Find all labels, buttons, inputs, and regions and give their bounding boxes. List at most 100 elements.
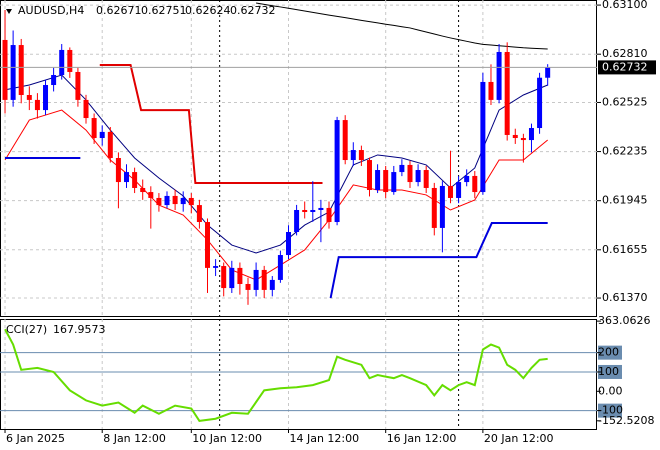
- candle-body: [156, 197, 162, 206]
- candle-body: [464, 175, 470, 183]
- candle-body: [366, 160, 372, 191]
- candle-body: [423, 170, 429, 188]
- candle-body: [83, 99, 89, 119]
- y-tick-label: 0.62525: [602, 95, 648, 108]
- candle-body: [75, 71, 81, 100]
- candle-body: [115, 158, 121, 183]
- candle-body: [537, 77, 543, 129]
- y-tick-label: 363.0626: [598, 314, 651, 327]
- candle-body: [253, 269, 259, 290]
- y-tick-label: 0.61945: [602, 194, 648, 207]
- candle-body: [229, 267, 235, 289]
- candle-body: [439, 185, 445, 228]
- candle-body: [456, 182, 462, 198]
- candle-body: [318, 207, 324, 210]
- candle-body: [140, 187, 146, 193]
- level-label-bg: [598, 364, 622, 379]
- candle-body: [10, 45, 16, 100]
- candle-body: [124, 172, 130, 183]
- indicator-line: [99, 64, 323, 185]
- indicator-value: 167.9573: [53, 323, 106, 336]
- indicator-title: CCI(27): [6, 323, 47, 336]
- price-label-bg: [598, 60, 656, 75]
- candle-body: [205, 222, 211, 268]
- candle-body: [18, 45, 24, 96]
- candle-body: [383, 170, 389, 193]
- indicator-line: [5, 157, 548, 299]
- x-tick-label: 14 Jan 12:00: [289, 432, 359, 445]
- candle-body: [528, 128, 534, 141]
- menu-triangle: [6, 9, 12, 14]
- x-tick-label: 16 Jan 12:00: [387, 432, 457, 445]
- candle-body: [472, 175, 478, 193]
- candle-body: [431, 187, 437, 228]
- candle-body: [520, 138, 526, 141]
- candle-body: [43, 85, 49, 111]
- candle-body: [334, 120, 340, 223]
- candle-body: [132, 172, 138, 188]
- candle-body: [237, 267, 243, 284]
- candle-body: [480, 81, 486, 193]
- symbol-title: AUDUSD,H4: [18, 4, 84, 17]
- candle-body: [358, 150, 364, 161]
- y-tick-label: 0.63100: [602, 0, 648, 11]
- candle-body: [399, 164, 405, 173]
- candle-body: [488, 81, 494, 100]
- y-tick-label: -100: [598, 404, 623, 417]
- candle-body: [2, 39, 8, 100]
- candle-body: [34, 99, 40, 111]
- panel-frame: [0, 319, 597, 430]
- candle-body: [407, 164, 413, 183]
- panel-frame: [0, 0, 597, 317]
- price-label: 0.62732: [602, 60, 648, 73]
- y-tick-label: 0.62810: [602, 47, 648, 60]
- candle-body: [269, 279, 275, 290]
- candle-body: [342, 120, 348, 161]
- candle-body: [326, 207, 332, 223]
- level-label-bg: [598, 345, 622, 360]
- candle-body: [172, 195, 178, 205]
- candle-body: [512, 134, 518, 139]
- candle-body: [164, 195, 170, 206]
- candle-body: [196, 205, 202, 223]
- candle-body: [302, 209, 308, 213]
- x-tick-label: 10 Jan 12:00: [192, 432, 262, 445]
- y-tick-label: 100: [598, 365, 619, 378]
- x-tick-label: 20 Jan 12:00: [484, 432, 554, 445]
- ohlc-low: 0.62624: [185, 4, 231, 17]
- candle-body: [545, 67, 551, 78]
- candle-body: [496, 51, 502, 100]
- ohlc-open: 0.62671: [96, 4, 142, 17]
- y-tick-label: 0.62235: [602, 145, 648, 158]
- candle-body: [277, 255, 283, 280]
- candle-body: [107, 131, 113, 158]
- candle-body: [391, 172, 397, 193]
- candle-body: [26, 95, 32, 100]
- ohlc-close: 0.62732: [230, 4, 276, 17]
- candle-body: [294, 209, 300, 233]
- candle-body: [59, 49, 65, 76]
- candle-body: [261, 269, 267, 290]
- candle-body: [67, 49, 73, 72]
- candle-body: [310, 209, 316, 213]
- candle-body: [447, 185, 453, 198]
- y-tick-label: -152.5208: [598, 414, 654, 427]
- y-tick-label: 200: [598, 346, 619, 359]
- x-tick-label: 8 Jan 12:00: [103, 432, 166, 445]
- candle-body: [99, 131, 105, 139]
- y-tick-label: 0.61655: [602, 243, 648, 256]
- ohlc-high: 0.62751: [141, 4, 187, 17]
- candle-body: [213, 266, 219, 268]
- candle-body: [221, 266, 227, 289]
- candle-body: [350, 150, 356, 161]
- candle-body: [504, 51, 510, 135]
- candle-body: [148, 192, 154, 198]
- candle-body: [245, 283, 251, 290]
- y-tick-label: 0.00: [598, 384, 623, 397]
- x-tick-label: 6 Jan 2025: [6, 432, 65, 445]
- level-label-bg: [598, 403, 622, 418]
- candle-body: [180, 197, 186, 205]
- candle-body: [188, 197, 194, 206]
- candle-body: [375, 170, 381, 191]
